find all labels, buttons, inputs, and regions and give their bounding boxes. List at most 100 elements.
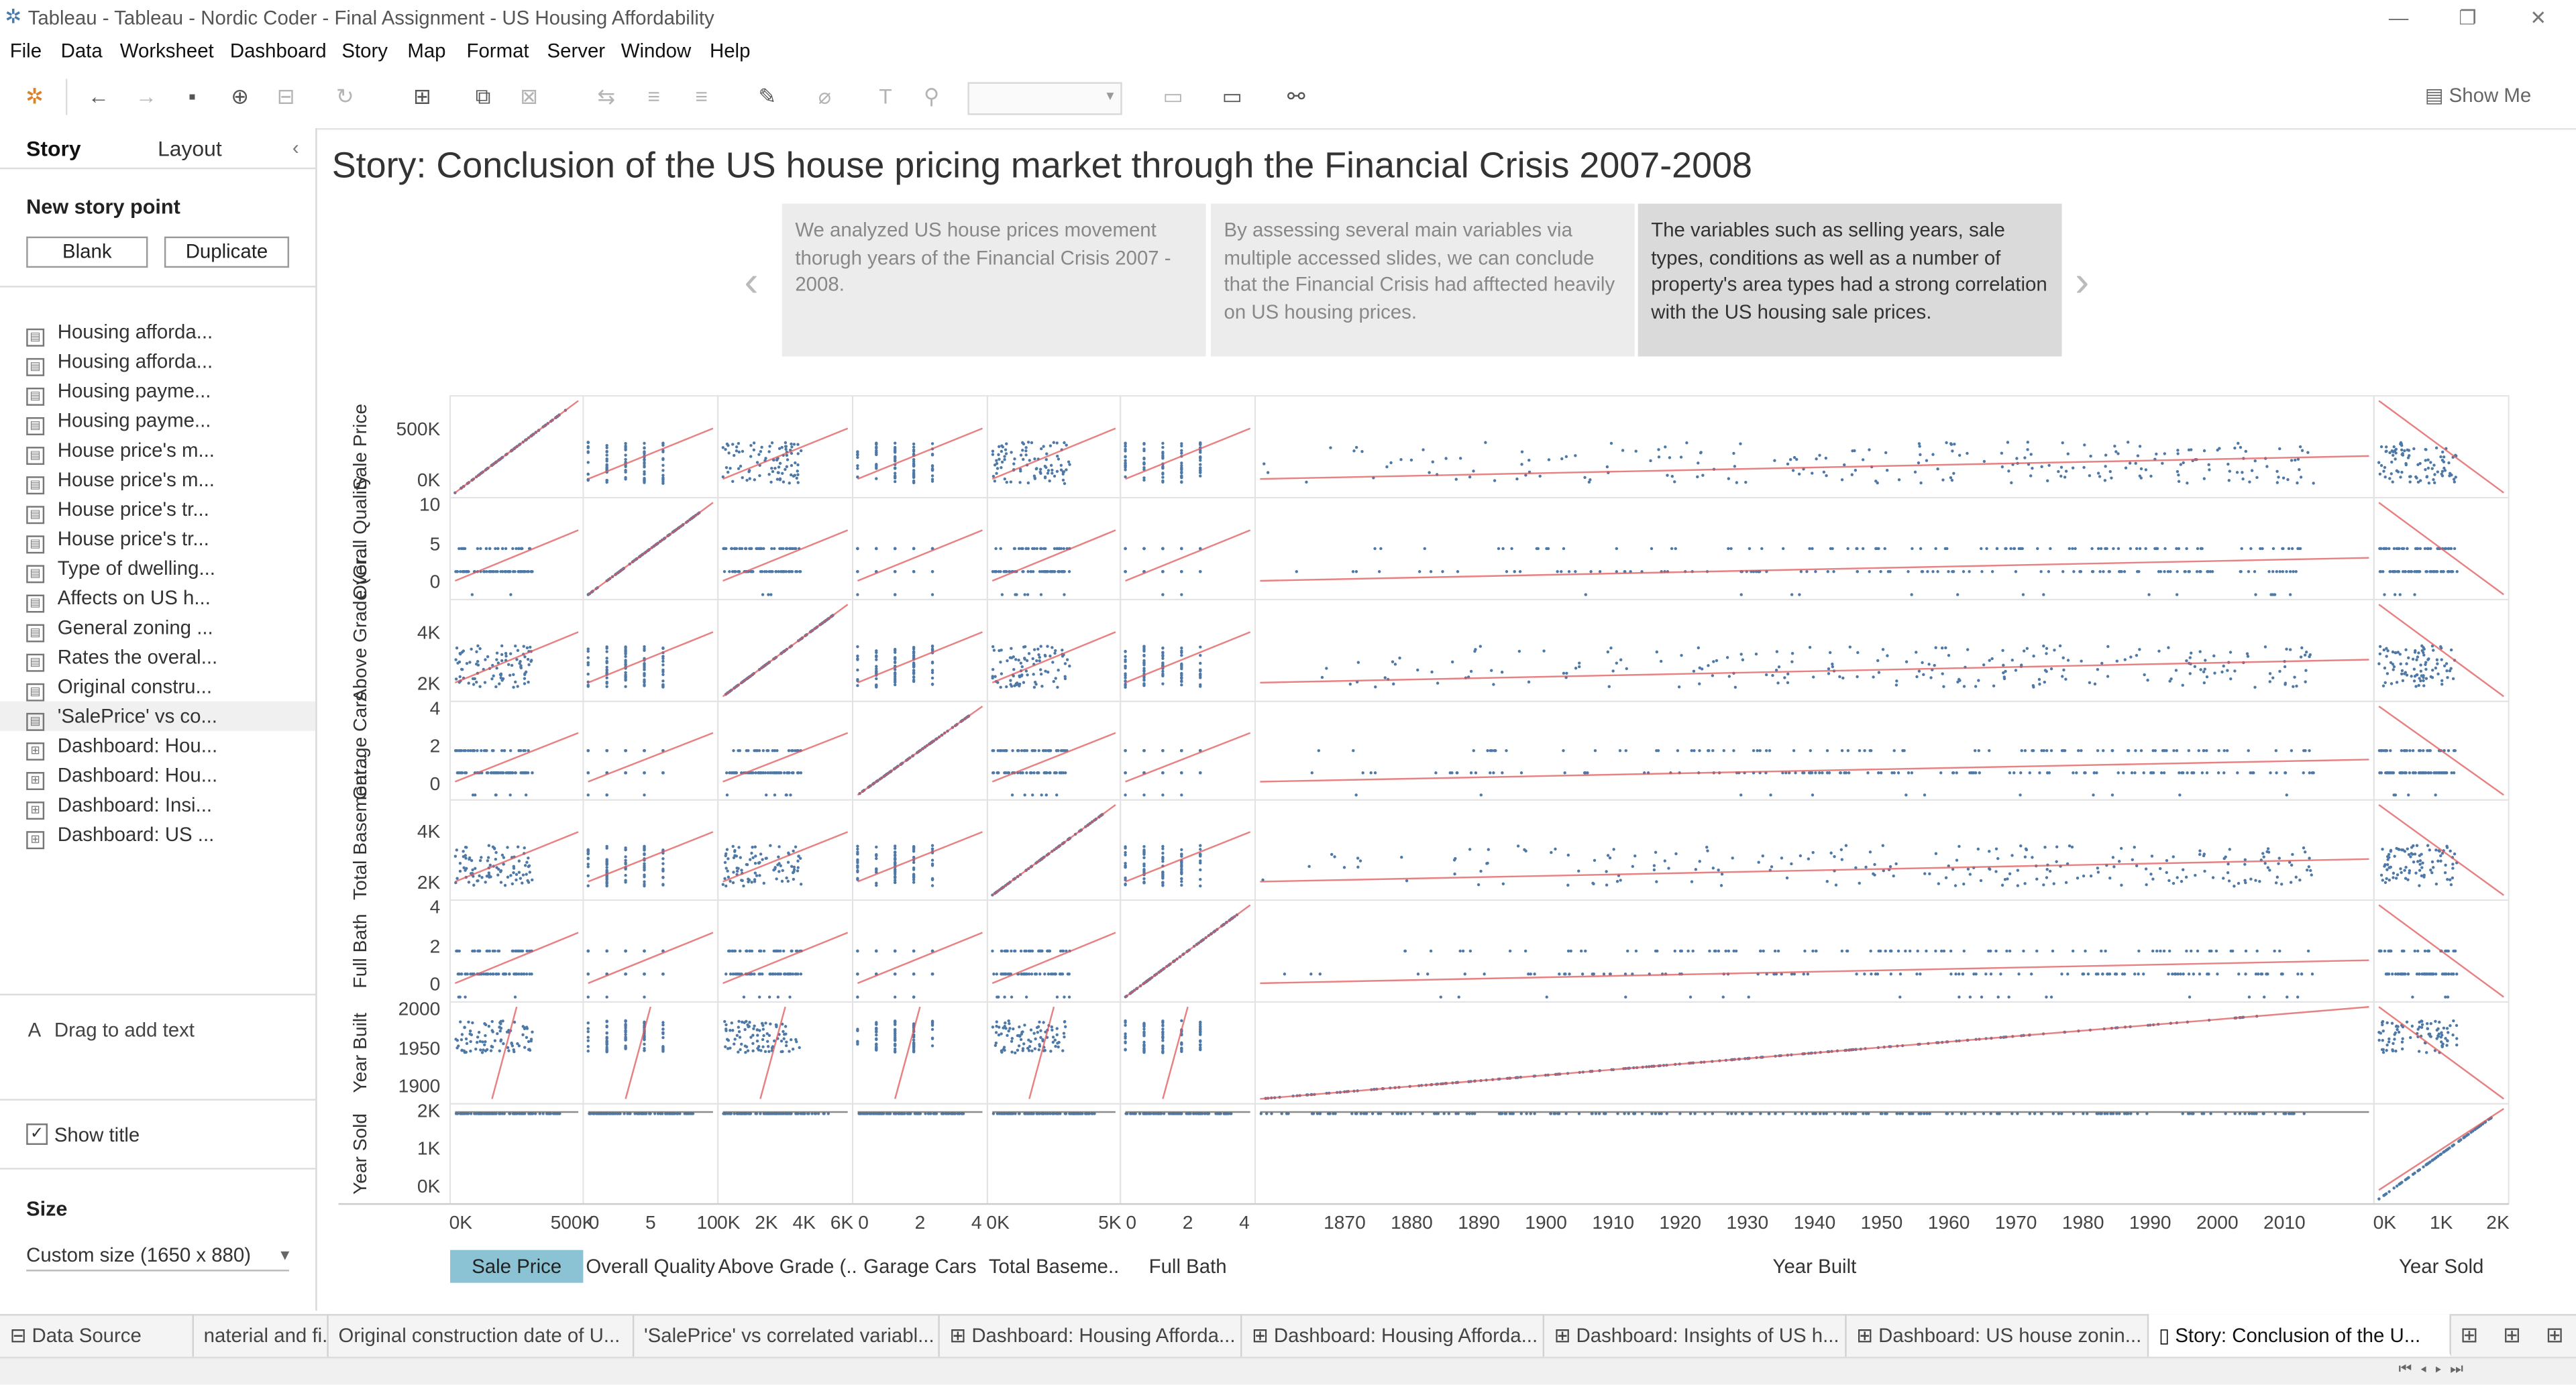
data-point <box>1918 669 1921 672</box>
data-point <box>1161 651 1164 654</box>
data-point <box>605 866 608 869</box>
data-point <box>786 465 788 468</box>
data-point <box>739 465 742 467</box>
data-point <box>2265 465 2268 467</box>
data-point <box>519 660 521 663</box>
data-point <box>1988 659 1991 662</box>
data-point <box>1005 685 1008 688</box>
data-point <box>2062 669 2065 671</box>
data-point <box>2453 480 2456 483</box>
data-point <box>2198 749 2200 752</box>
data-point <box>1565 672 1568 675</box>
data-point <box>1142 850 1145 853</box>
data-point <box>464 749 467 752</box>
data-point <box>1024 453 1027 456</box>
data-point <box>2416 844 2418 847</box>
data-point <box>1474 648 1477 651</box>
data-point <box>1712 867 1715 869</box>
data-point <box>2412 447 2415 450</box>
data-point <box>1812 675 1815 678</box>
data-point <box>527 881 530 883</box>
trend-line <box>455 632 578 682</box>
data-point <box>1044 476 1046 479</box>
data-point <box>2425 677 2428 679</box>
data-point <box>1199 645 1201 648</box>
data-point <box>1124 547 1126 550</box>
data-point <box>737 442 740 445</box>
data-point <box>476 645 479 647</box>
data-point <box>1031 749 1034 752</box>
data-point <box>1142 683 1145 686</box>
data-point <box>2386 858 2389 861</box>
data-point <box>931 844 934 847</box>
trend-line <box>588 933 713 983</box>
data-point <box>2404 866 2407 869</box>
data-point <box>875 853 877 856</box>
data-point <box>767 450 770 453</box>
data-point <box>2065 881 2068 884</box>
data-point <box>1305 481 1307 484</box>
data-point <box>737 570 740 573</box>
data-point <box>1877 771 1880 774</box>
data-point <box>1040 793 1042 796</box>
data-point <box>1004 448 1007 451</box>
data-point <box>2106 675 2109 677</box>
data-point <box>1010 685 1013 687</box>
data-point <box>1180 442 1183 445</box>
data-point <box>783 771 786 774</box>
data-point <box>1059 950 1062 952</box>
data-point <box>1051 661 1054 663</box>
data-point <box>2434 793 2436 796</box>
data-point <box>754 846 757 848</box>
data-point <box>2012 771 2015 774</box>
data-point <box>2424 668 2427 671</box>
data-point <box>643 950 645 952</box>
data-point <box>2151 749 2154 752</box>
data-point <box>2019 771 2022 774</box>
data-point <box>894 661 896 663</box>
data-point <box>1068 665 1071 667</box>
data-point <box>624 771 627 774</box>
data-point <box>931 973 934 975</box>
data-point <box>1061 649 1063 651</box>
data-point <box>2446 878 2449 881</box>
scatter-cell-points <box>1321 645 2312 689</box>
data-point <box>1768 749 1771 752</box>
data-point <box>2135 547 2138 550</box>
data-point <box>1974 685 1977 687</box>
data-point <box>2186 771 2188 774</box>
data-point <box>2380 874 2383 877</box>
data-point <box>1741 659 1744 661</box>
data-point <box>2312 482 2314 484</box>
data-point <box>2410 570 2412 573</box>
data-point <box>931 465 934 467</box>
data-point <box>2269 680 2271 683</box>
data-point <box>1061 570 1064 573</box>
data-point <box>2163 570 2165 573</box>
data-point <box>1034 749 1036 752</box>
data-point <box>912 469 915 472</box>
data-point <box>759 852 762 855</box>
data-point <box>1790 863 1792 865</box>
data-point <box>2176 470 2179 473</box>
data-point <box>2435 771 2438 774</box>
data-point <box>1884 547 1886 550</box>
data-point <box>1015 682 1018 685</box>
data-point <box>800 883 802 885</box>
data-point <box>1769 793 1772 796</box>
data-point <box>2414 852 2416 855</box>
data-point <box>2015 457 2018 459</box>
data-point <box>1180 666 1183 669</box>
data-point <box>2441 451 2444 453</box>
data-point <box>2449 878 2451 881</box>
matrix-cell <box>853 1002 987 1104</box>
data-point <box>2067 659 2070 661</box>
data-point <box>1609 647 1612 649</box>
data-point <box>527 856 529 859</box>
data-point <box>2045 652 2047 655</box>
data-point <box>494 570 497 573</box>
data-point <box>749 477 751 480</box>
data-point <box>1562 749 1564 752</box>
data-point <box>1693 669 1695 672</box>
data-point <box>796 474 799 476</box>
